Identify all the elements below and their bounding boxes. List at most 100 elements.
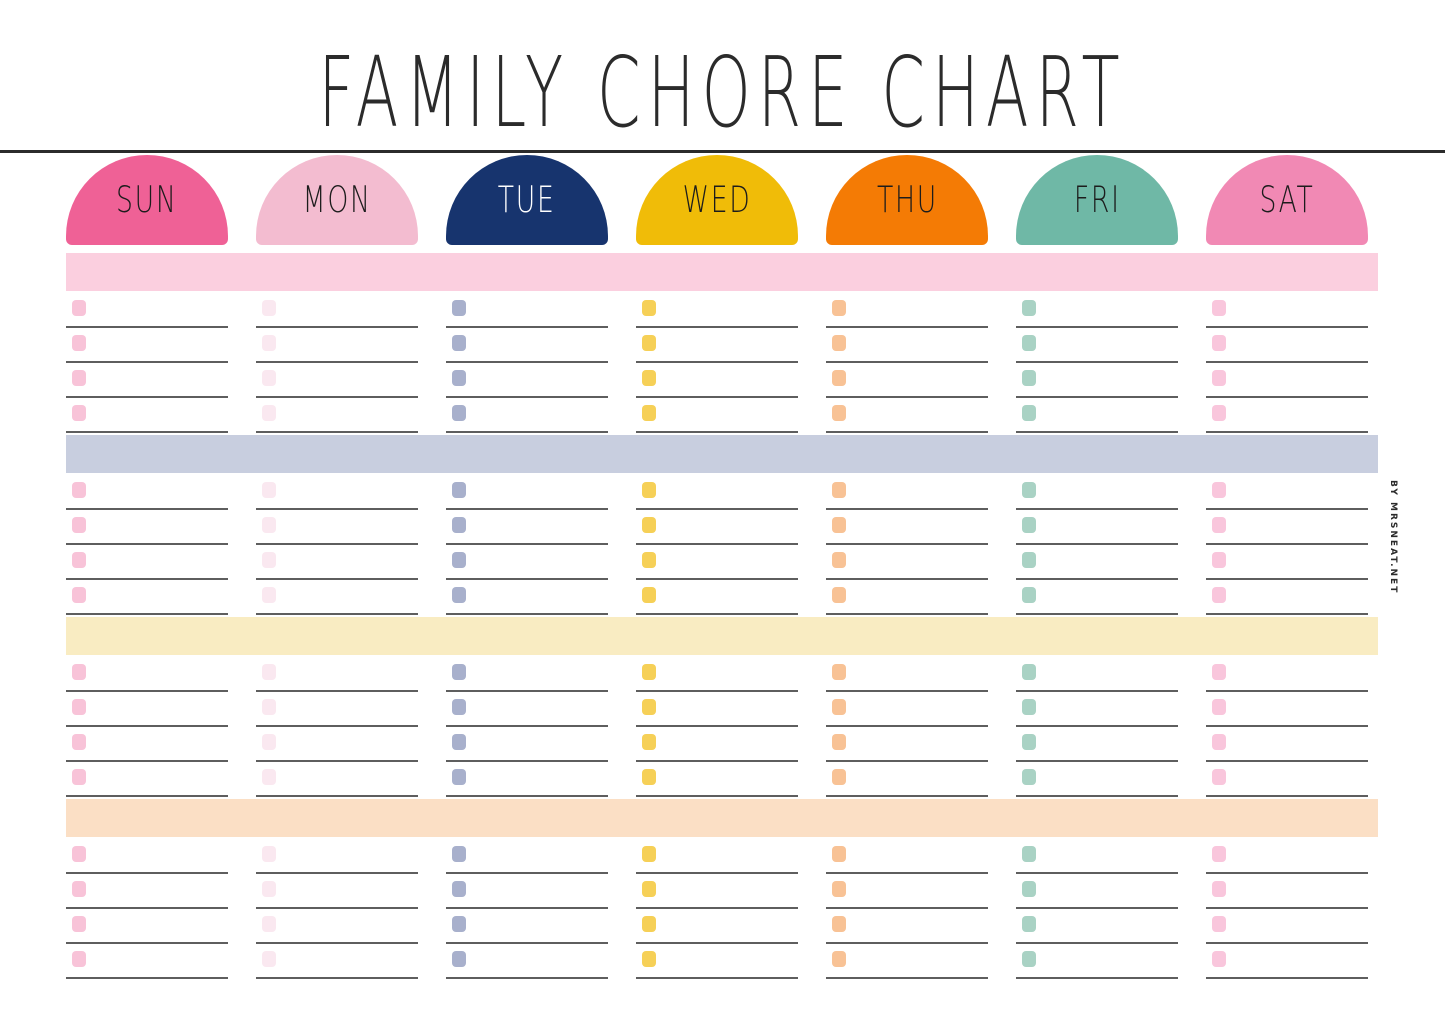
write-line[interactable] xyxy=(446,361,608,363)
checkbox-icon[interactable] xyxy=(72,370,86,386)
chore-cell-wed[interactable] xyxy=(636,841,808,876)
checkbox-icon[interactable] xyxy=(1212,916,1226,932)
checkbox-icon[interactable] xyxy=(262,300,276,316)
write-line[interactable] xyxy=(256,795,418,797)
chore-cell-sun[interactable] xyxy=(66,876,238,911)
chore-cell-thu[interactable] xyxy=(826,764,998,799)
chore-cell-wed[interactable] xyxy=(636,911,808,946)
chore-cell-sat[interactable] xyxy=(1206,365,1378,400)
chore-cell-sun[interactable] xyxy=(66,582,238,617)
checkbox-icon[interactable] xyxy=(72,664,86,680)
checkbox-icon[interactable] xyxy=(1212,699,1226,715)
write-line[interactable] xyxy=(1206,326,1368,328)
checkbox-icon[interactable] xyxy=(262,335,276,351)
checkbox-icon[interactable] xyxy=(72,916,86,932)
write-line[interactable] xyxy=(636,690,798,692)
write-line[interactable] xyxy=(636,907,798,909)
write-line[interactable] xyxy=(1206,396,1368,398)
write-line[interactable] xyxy=(1016,795,1178,797)
chore-cell-thu[interactable] xyxy=(826,477,998,512)
write-line[interactable] xyxy=(1016,396,1178,398)
chore-cell-tue[interactable] xyxy=(446,946,618,981)
checkbox-icon[interactable] xyxy=(642,699,656,715)
checkbox-icon[interactable] xyxy=(1212,300,1226,316)
checkbox-icon[interactable] xyxy=(832,846,846,862)
chore-cell-sun[interactable] xyxy=(66,295,238,330)
checkbox-icon[interactable] xyxy=(452,552,466,568)
write-line[interactable] xyxy=(1206,760,1368,762)
chore-cell-fri[interactable] xyxy=(1016,659,1188,694)
chore-cell-thu[interactable] xyxy=(826,582,998,617)
checkbox-icon[interactable] xyxy=(1022,734,1036,750)
checkbox-icon[interactable] xyxy=(262,846,276,862)
write-line[interactable] xyxy=(256,872,418,874)
chore-cell-sun[interactable] xyxy=(66,400,238,435)
checkbox-icon[interactable] xyxy=(72,846,86,862)
write-line[interactable] xyxy=(446,431,608,433)
chore-cell-thu[interactable] xyxy=(826,694,998,729)
checkbox-icon[interactable] xyxy=(262,517,276,533)
write-line[interactable] xyxy=(826,543,988,545)
chore-cell-fri[interactable] xyxy=(1016,400,1188,435)
checkbox-icon[interactable] xyxy=(642,517,656,533)
write-line[interactable] xyxy=(66,795,228,797)
write-line[interactable] xyxy=(636,725,798,727)
write-line[interactable] xyxy=(1206,508,1368,510)
write-line[interactable] xyxy=(1016,872,1178,874)
checkbox-icon[interactable] xyxy=(452,517,466,533)
chore-cell-sat[interactable] xyxy=(1206,946,1378,981)
write-line[interactable] xyxy=(826,508,988,510)
chore-cell-sun[interactable] xyxy=(66,911,238,946)
write-line[interactable] xyxy=(256,690,418,692)
write-line[interactable] xyxy=(446,907,608,909)
checkbox-icon[interactable] xyxy=(832,300,846,316)
section-header-bar[interactable] xyxy=(66,435,1378,473)
chore-cell-tue[interactable] xyxy=(446,764,618,799)
chore-cell-tue[interactable] xyxy=(446,547,618,582)
checkbox-icon[interactable] xyxy=(1022,300,1036,316)
write-line[interactable] xyxy=(256,578,418,580)
chore-cell-sat[interactable] xyxy=(1206,512,1378,547)
chore-cell-fri[interactable] xyxy=(1016,876,1188,911)
write-line[interactable] xyxy=(66,431,228,433)
write-line[interactable] xyxy=(1206,942,1368,944)
checkbox-icon[interactable] xyxy=(72,769,86,785)
write-line[interactable] xyxy=(446,725,608,727)
chore-cell-thu[interactable] xyxy=(826,876,998,911)
write-line[interactable] xyxy=(1016,326,1178,328)
checkbox-icon[interactable] xyxy=(1022,846,1036,862)
write-line[interactable] xyxy=(636,942,798,944)
chore-cell-thu[interactable] xyxy=(826,547,998,582)
write-line[interactable] xyxy=(446,760,608,762)
chore-cell-fri[interactable] xyxy=(1016,295,1188,330)
chore-cell-sun[interactable] xyxy=(66,764,238,799)
write-line[interactable] xyxy=(66,942,228,944)
chore-cell-wed[interactable] xyxy=(636,547,808,582)
checkbox-icon[interactable] xyxy=(642,370,656,386)
chore-cell-sun[interactable] xyxy=(66,512,238,547)
write-line[interactable] xyxy=(826,795,988,797)
checkbox-icon[interactable] xyxy=(642,300,656,316)
chore-cell-sat[interactable] xyxy=(1206,764,1378,799)
chore-cell-thu[interactable] xyxy=(826,841,998,876)
write-line[interactable] xyxy=(1206,578,1368,580)
write-line[interactable] xyxy=(826,942,988,944)
day-header-wed[interactable]: WED xyxy=(636,155,808,245)
chore-cell-mon[interactable] xyxy=(256,729,428,764)
checkbox-icon[interactable] xyxy=(1212,552,1226,568)
write-line[interactable] xyxy=(1016,508,1178,510)
write-line[interactable] xyxy=(826,361,988,363)
chore-cell-sat[interactable] xyxy=(1206,547,1378,582)
chore-cell-sat[interactable] xyxy=(1206,841,1378,876)
write-line[interactable] xyxy=(446,613,608,615)
write-line[interactable] xyxy=(256,725,418,727)
write-line[interactable] xyxy=(1206,613,1368,615)
write-line[interactable] xyxy=(826,396,988,398)
chore-cell-wed[interactable] xyxy=(636,477,808,512)
checkbox-icon[interactable] xyxy=(1212,881,1226,897)
checkbox-icon[interactable] xyxy=(1022,881,1036,897)
write-line[interactable] xyxy=(1206,872,1368,874)
day-header-sun[interactable]: SUN xyxy=(66,155,238,245)
chore-cell-mon[interactable] xyxy=(256,911,428,946)
checkbox-icon[interactable] xyxy=(1212,587,1226,603)
